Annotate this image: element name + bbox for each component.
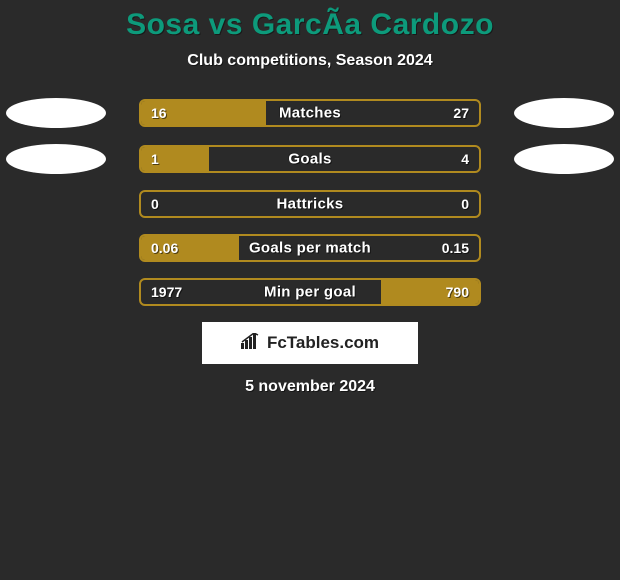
stat-label: Goals per match (141, 240, 479, 257)
stat-row: 14Goals (0, 144, 620, 174)
player-avatar-right (514, 144, 614, 174)
stat-label: Hattricks (141, 196, 479, 213)
date-label: 5 november 2024 (0, 378, 620, 396)
stat-row: 00Hattricks (0, 190, 620, 218)
stat-bar: 14Goals (139, 145, 481, 173)
stat-label: Matches (141, 105, 479, 122)
stat-row: 1977790Min per goal (0, 278, 620, 306)
stats-list: 1627Matches 14Goals 00Hattricks 0.060.15Goa… (0, 98, 620, 306)
player-avatar-left (6, 98, 106, 128)
comparison-card: Sosa vs GarcÃ­a Cardozo Club competition… (0, 0, 620, 396)
stat-bar: 00Hattricks (139, 190, 481, 218)
stat-bar: 1627Matches (139, 99, 481, 127)
chart-icon (241, 333, 261, 354)
logo-text: FcTables.com (267, 333, 379, 353)
player-avatar-left (6, 144, 106, 174)
stat-row: 1627Matches (0, 98, 620, 128)
stat-bar: 1977790Min per goal (139, 278, 481, 306)
logo-box: FcTables.com (202, 322, 418, 364)
stat-label: Goals (141, 151, 479, 168)
stat-bar: 0.060.15Goals per match (139, 234, 481, 262)
subtitle: Club competitions, Season 2024 (0, 52, 620, 70)
player-avatar-right (514, 98, 614, 128)
page-title: Sosa vs GarcÃ­a Cardozo (0, 8, 620, 42)
stat-row: 0.060.15Goals per match (0, 234, 620, 262)
stat-label: Min per goal (141, 284, 479, 301)
